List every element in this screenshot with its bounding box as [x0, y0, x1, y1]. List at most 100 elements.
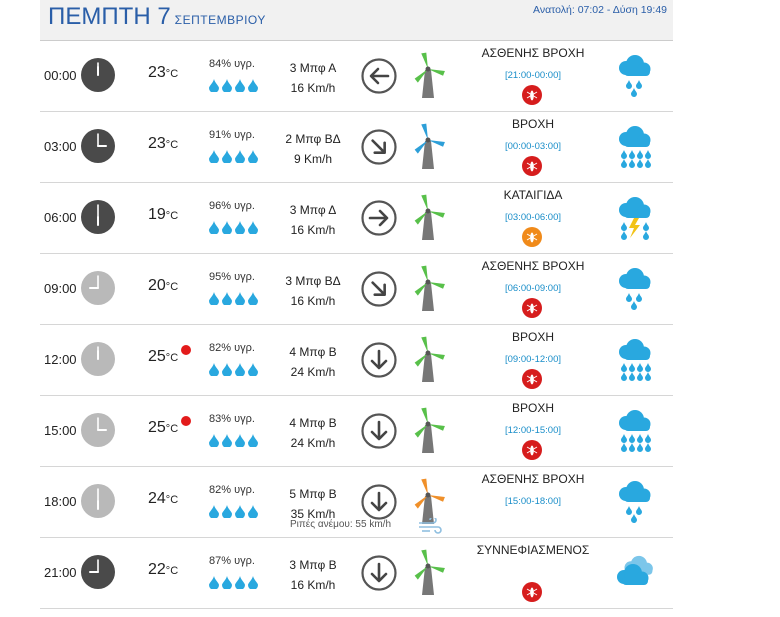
humidity-drops-icon — [208, 78, 260, 93]
row-time: 21:00 — [44, 565, 77, 580]
wind-speed: 24 Km/h — [290, 436, 336, 450]
wind-speed: 16 Km/h — [290, 81, 336, 95]
weather-condition: ΑΣΘΕΝΗΣ ΒΡΟΧΗ — [481, 259, 585, 273]
clock-icon — [80, 483, 116, 519]
clock-icon — [80, 341, 116, 377]
row-time: 00:00 — [44, 68, 77, 83]
humidity: 84% υγρ. — [209, 58, 255, 70]
clock-icon — [80, 199, 116, 235]
weather-light-rain-icon — [612, 54, 656, 98]
weather-rain-icon — [612, 125, 656, 169]
wind-direction-arrow-icon — [360, 270, 398, 308]
wind-speed: 16 Km/h — [290, 223, 336, 237]
wind-beaufort: 2 Μπφ ΒΔ — [285, 132, 341, 146]
row-time: 12:00 — [44, 352, 77, 367]
mosquito-icon — [521, 84, 543, 106]
temperature: 25°C — [148, 348, 178, 366]
wind-beaufort: 3 Μπφ Α — [289, 61, 337, 75]
wind-beaufort: 3 Μπφ Β — [289, 558, 337, 572]
humidity: 83% υγρ. — [209, 413, 255, 425]
wind-speed: 24 Km/h — [290, 365, 336, 379]
humidity: 87% υγρ. — [209, 555, 255, 567]
temperature: 20°C — [148, 277, 178, 295]
wind-beaufort: 5 Μπφ Β — [289, 487, 337, 501]
forecast-row: 21:00 22°C 87% υγρ. 3 Μπφ Β 16 Km/h ΣΥΝΝΕΦΙΑΣ… — [40, 537, 673, 609]
mosquito-icon — [521, 581, 543, 603]
clock-icon — [80, 412, 116, 448]
weather-condition: ΒΡΟΧΗ — [511, 330, 554, 344]
condition-time-range: [09:00-12:00] — [505, 354, 561, 365]
day-name: ΠΕΜΠΤΗ 7 — [48, 3, 171, 30]
temperature: 22°C — [148, 561, 178, 579]
temperature: 25°C — [148, 419, 178, 437]
wind-direction-arrow-icon — [360, 412, 398, 450]
clock-icon — [80, 57, 116, 93]
temperature-value: 25 — [148, 348, 166, 365]
temperature-unit: °C — [165, 423, 179, 435]
condition-time-range: [15:00-18:00] — [505, 496, 561, 507]
mosquito-icon — [521, 368, 543, 390]
condition-time-range: [21:00-00:00] — [505, 70, 561, 81]
forecast-row: 18:00 24°C 82% υγρ. 5 Μπφ Β 35 Km/h Ριπές ανέ… — [40, 466, 673, 538]
humidity-drops-icon — [208, 220, 260, 235]
clock-icon — [80, 270, 116, 306]
wind-info: 3 Μπφ Α 16 Km/h — [278, 58, 348, 98]
mosquito-icon — [521, 155, 543, 177]
temperature-unit: °C — [165, 139, 179, 151]
temperature-unit: °C — [165, 352, 179, 364]
row-time: 15:00 — [44, 423, 77, 438]
wind-speed: 16 Km/h — [290, 578, 336, 592]
day-header: ΠΕΜΠΤΗ 7 ΣΕΠΤΕΜΒΡΙΟΥ Ανατολή: 07:02 - Δύσ… — [40, 0, 673, 41]
humidity-drops-icon — [208, 291, 260, 306]
weather-light-rain-icon — [612, 267, 656, 311]
temperature: 23°C — [148, 135, 178, 153]
heat-indicator-dot — [181, 416, 191, 426]
day-title: ΠΕΜΠΤΗ 7 ΣΕΠΤΕΜΒΡΙΟΥ — [48, 3, 266, 31]
forecast-row: 15:00 25°C 83% υγρ. 4 Μπφ Β 24 Km/h ΒΡΟΧΗ [12:… — [40, 395, 673, 467]
weather-storm-icon — [612, 196, 656, 240]
wind-direction-arrow-icon — [360, 341, 398, 379]
wind-beaufort: 4 Μπφ Β — [289, 416, 337, 430]
temperature-value: 23 — [148, 135, 166, 152]
wind-info: 4 Μπφ Β 24 Km/h — [278, 342, 348, 382]
mosquito-icon — [521, 226, 543, 248]
weather-rain-icon — [612, 409, 656, 453]
temperature-unit: °C — [165, 68, 179, 80]
wind-turbine-icon — [408, 121, 448, 171]
humidity-drops-icon — [208, 504, 260, 519]
temperature-value: 24 — [148, 490, 166, 507]
humidity: 96% υγρ. — [209, 200, 255, 212]
wind-turbine-icon — [408, 263, 448, 313]
wind-info: 4 Μπφ Β 24 Km/h — [278, 413, 348, 453]
humidity-drops-icon — [208, 149, 260, 164]
forecast-row: 03:00 23°C 91% υγρ. 2 Μπφ ΒΔ 9 Km/h ΒΡΟΧΗ [00:… — [40, 111, 673, 183]
wind-direction-arrow-icon — [360, 199, 398, 237]
wind-direction-arrow-icon — [360, 483, 398, 521]
gust-wind-icon — [418, 516, 442, 534]
temperature-value: 20 — [148, 277, 166, 294]
temperature-value: 22 — [148, 561, 166, 578]
humidity-drops-icon — [208, 362, 260, 377]
humidity: 91% υγρ. — [209, 129, 255, 141]
heat-indicator-dot — [181, 345, 191, 355]
weather-condition: ΒΡΟΧΗ — [511, 117, 554, 131]
wind-direction-arrow-icon — [360, 57, 398, 95]
wind-direction-arrow-icon — [360, 128, 398, 166]
clock-icon — [80, 554, 116, 590]
clock-icon — [80, 128, 116, 164]
month-name: ΣΕΠΤΕΜΒΡΙΟΥ — [174, 13, 266, 27]
row-time: 09:00 — [44, 281, 77, 296]
condition-time-range: [00:00-03:00] — [505, 141, 561, 152]
weather-light-rain-icon — [612, 480, 656, 524]
weather-cloudy-icon — [612, 551, 656, 595]
weather-condition: ΣΥΝΝΕΦΙΑΣΜΕΝΟΣ — [476, 543, 590, 557]
weather-condition: ΑΣΘΕΝΗΣ ΒΡΟΧΗ — [481, 472, 585, 486]
sunrise-sunset: Ανατολή: 07:02 - Δύση 19:49 — [533, 4, 667, 16]
wind-beaufort: 3 Μπφ Δ — [289, 203, 337, 217]
wind-speed: 16 Km/h — [290, 294, 336, 308]
temperature-unit: °C — [165, 565, 179, 577]
wind-beaufort: 3 Μπφ ΒΔ — [285, 274, 341, 288]
temperature-value: 23 — [148, 64, 166, 81]
temperature-unit: °C — [165, 494, 179, 506]
